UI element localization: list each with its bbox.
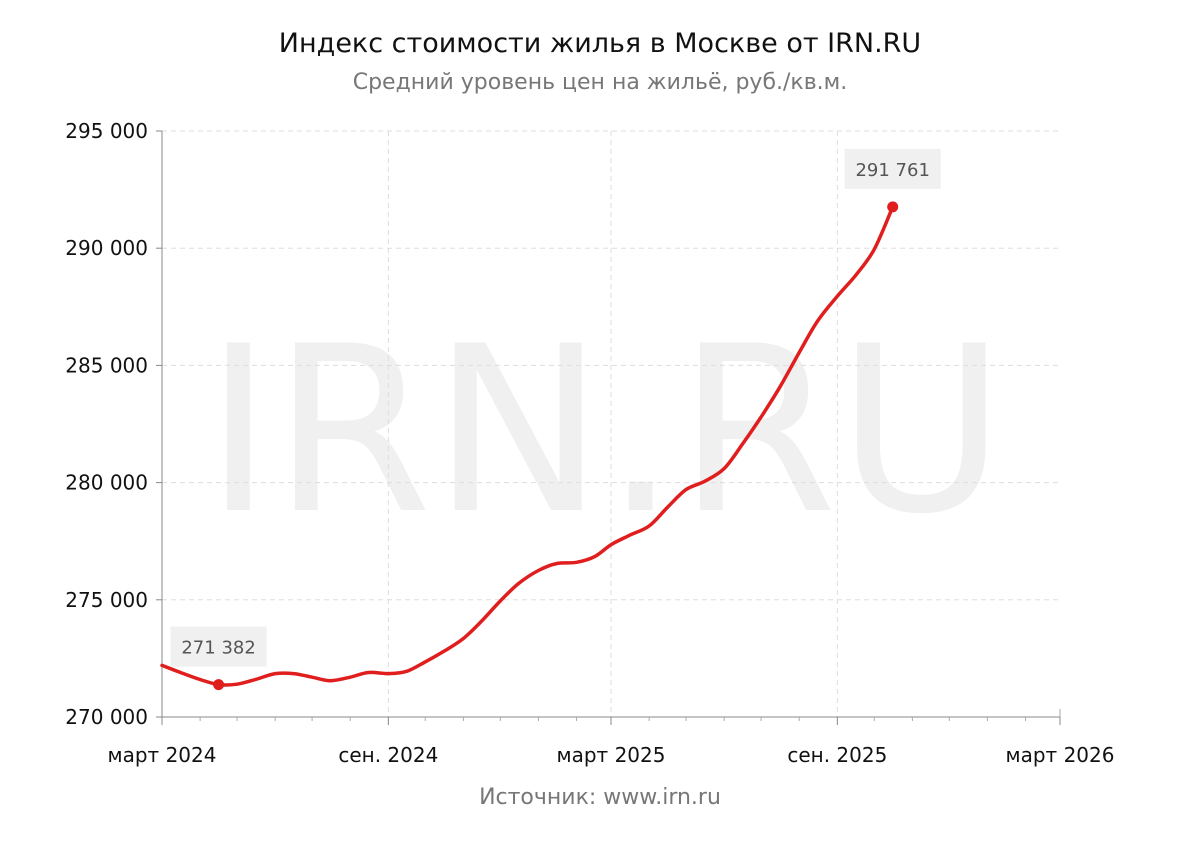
x-tick-label: март 2024 (108, 743, 217, 767)
x-tick-label: март 2026 (1006, 743, 1115, 767)
series-group (160, 205, 895, 687)
x-tick-label: март 2025 (557, 743, 666, 767)
x-tick-label: сен. 2024 (338, 743, 438, 767)
chart-title: Индекс стоимости жилья в Москве от IRN.R… (278, 28, 922, 59)
data-point-marker (887, 201, 899, 213)
gridlines (162, 130, 1060, 717)
y-axis-ticks: 270 000 275 000 280 000 285 000 290 000 295 0… (65, 119, 162, 729)
data-label: 271 382 (181, 638, 255, 659)
source-note: Источник: www.irn.ru (479, 785, 721, 810)
x-tick-label: сен. 2025 (787, 743, 887, 767)
y-tick-label: 295 000 (65, 119, 148, 143)
y-tick-label: 285 000 (65, 353, 148, 377)
data-point-marker (213, 679, 225, 691)
data-label-box (170, 626, 267, 667)
chart-subtitle: Средний уровень цен на жильё, руб./кв.м. (352, 70, 848, 95)
y-tick-label: 270 000 (65, 705, 148, 729)
y-tick-label: 275 000 (65, 588, 148, 612)
annotations: 271 382 291 761 (170, 148, 941, 691)
x-axis-ticks: март 2024 сен. 2024 март 2025 сен. 2025 март… (108, 717, 1115, 767)
data-label-box (844, 148, 941, 189)
data-label: 291 761 (855, 160, 929, 181)
y-tick-label: 290 000 (65, 236, 148, 260)
series-line (160, 205, 895, 687)
watermark: IRN.RU (205, 298, 1006, 565)
y-tick-label: 280 000 (65, 471, 148, 495)
